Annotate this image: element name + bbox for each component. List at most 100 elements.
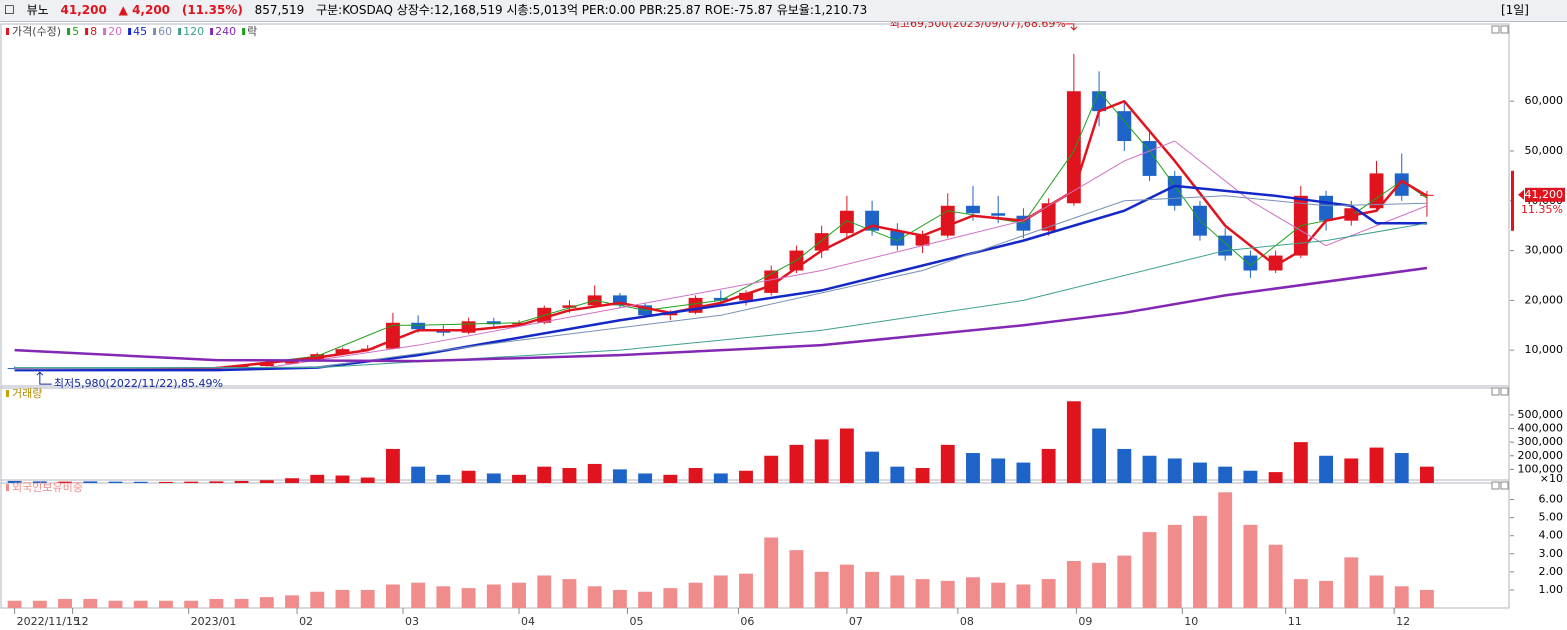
legend-label: 240: [215, 25, 236, 38]
candle-body: [461, 321, 476, 333]
legend-label: 5: [72, 25, 79, 38]
bar: [436, 474, 451, 483]
last-tag: [1525, 187, 1565, 202]
last-price: 41,200: [1525, 188, 1564, 201]
bar: [133, 600, 148, 608]
panel-button: [1500, 387, 1509, 396]
info: 구분:KOSDAQ 상장수:12,168,519 시총:5,013억 PER:0…: [316, 3, 868, 17]
bar: [1218, 492, 1233, 608]
bar: [537, 466, 552, 483]
bar: [991, 582, 1006, 608]
x-tick-label: 2022/11/15: [17, 615, 80, 628]
candle-body: [1369, 173, 1384, 209]
candle-body: [1319, 195, 1334, 221]
legend-label: 락: [247, 25, 257, 38]
bar: [688, 582, 703, 608]
candle-body: [1394, 173, 1409, 196]
bar: [587, 586, 602, 608]
bar: [310, 591, 325, 608]
bar: [839, 428, 854, 483]
bar: [7, 600, 22, 608]
x-tick-label: 12: [75, 615, 89, 628]
bar: [1268, 472, 1283, 483]
bar: [789, 550, 804, 608]
bar: [1117, 555, 1132, 608]
x-tick-label: 07: [849, 615, 863, 628]
x-tick-label: 02: [299, 615, 313, 628]
bar: [1218, 466, 1233, 483]
candle-body: [1167, 175, 1182, 206]
y-tick-label: 50,000: [1525, 144, 1564, 157]
bar: [7, 480, 22, 483]
bar: [285, 478, 299, 483]
bar: [385, 584, 400, 608]
y-tick-label: 200,000: [1518, 449, 1564, 462]
candle-body: [966, 205, 980, 214]
candle-body: [839, 210, 854, 234]
bar: [789, 444, 804, 483]
y-tick-label: 6.00: [1539, 493, 1564, 506]
legend-swatch: [178, 28, 182, 35]
bar: [1268, 544, 1283, 608]
price-range: [1511, 170, 1514, 231]
bar: [310, 474, 325, 483]
candle-body: [1092, 91, 1107, 112]
candle-body: [915, 235, 930, 246]
candle-body: [512, 322, 526, 325]
legend-swatch: [210, 28, 214, 35]
bar: [814, 439, 829, 483]
bar: [739, 470, 753, 483]
x-tick-label: 12: [1396, 615, 1410, 628]
bar: [663, 474, 678, 483]
bar: [1092, 428, 1107, 483]
panel-button: [1491, 481, 1500, 490]
bar: [713, 473, 728, 483]
x-tick-label: 06: [740, 615, 754, 628]
legend-swatch: [6, 484, 9, 491]
high-annotation: 최고69,500(2023/09/07),68.69%: [890, 22, 1066, 30]
last-rate: 11.35%: [1521, 203, 1563, 216]
bar: [58, 481, 72, 483]
bar: [865, 571, 880, 608]
bar: [411, 466, 426, 483]
legend-swatch: [6, 28, 9, 35]
bar: [562, 579, 577, 608]
bar: [915, 579, 930, 608]
bar: [612, 469, 627, 483]
bar: [209, 598, 224, 608]
bar: [966, 453, 980, 483]
bar: [1369, 575, 1384, 608]
ma-line: [14, 99, 1428, 371]
candle-body: [486, 321, 501, 325]
bar: [940, 580, 955, 608]
ma-line: [14, 195, 1427, 370]
y-tick-label: 300,000: [1518, 435, 1564, 448]
bar: [915, 468, 930, 483]
bar: [108, 600, 123, 608]
stock-name: 뷰노: [26, 3, 49, 17]
bar: [158, 481, 173, 483]
checkbox[interactable]: ☐: [4, 3, 15, 17]
legend-label: 20: [108, 25, 122, 38]
bar: [688, 468, 703, 483]
price: 41,200: [60, 3, 107, 17]
bar: [739, 573, 753, 608]
y-tick-label: 5.00: [1539, 511, 1564, 524]
candle-body: [259, 363, 274, 367]
bar: [1319, 580, 1334, 608]
period[interactable]: [1일]: [1500, 3, 1529, 17]
bar: [713, 575, 728, 608]
bar: [32, 600, 47, 608]
candle-body: [1268, 255, 1283, 271]
last-marker: [1518, 189, 1524, 200]
bar: [1092, 562, 1107, 608]
panel-title: 거래량: [12, 387, 42, 400]
candle-body: [335, 349, 350, 355]
bar: [486, 584, 501, 608]
y-tick-label: 2.00: [1539, 565, 1564, 578]
y-tick-label: 100,000: [1518, 462, 1564, 475]
bar: [360, 589, 375, 608]
candle-body: [1243, 255, 1258, 271]
annotation-arrow: [36, 371, 52, 385]
